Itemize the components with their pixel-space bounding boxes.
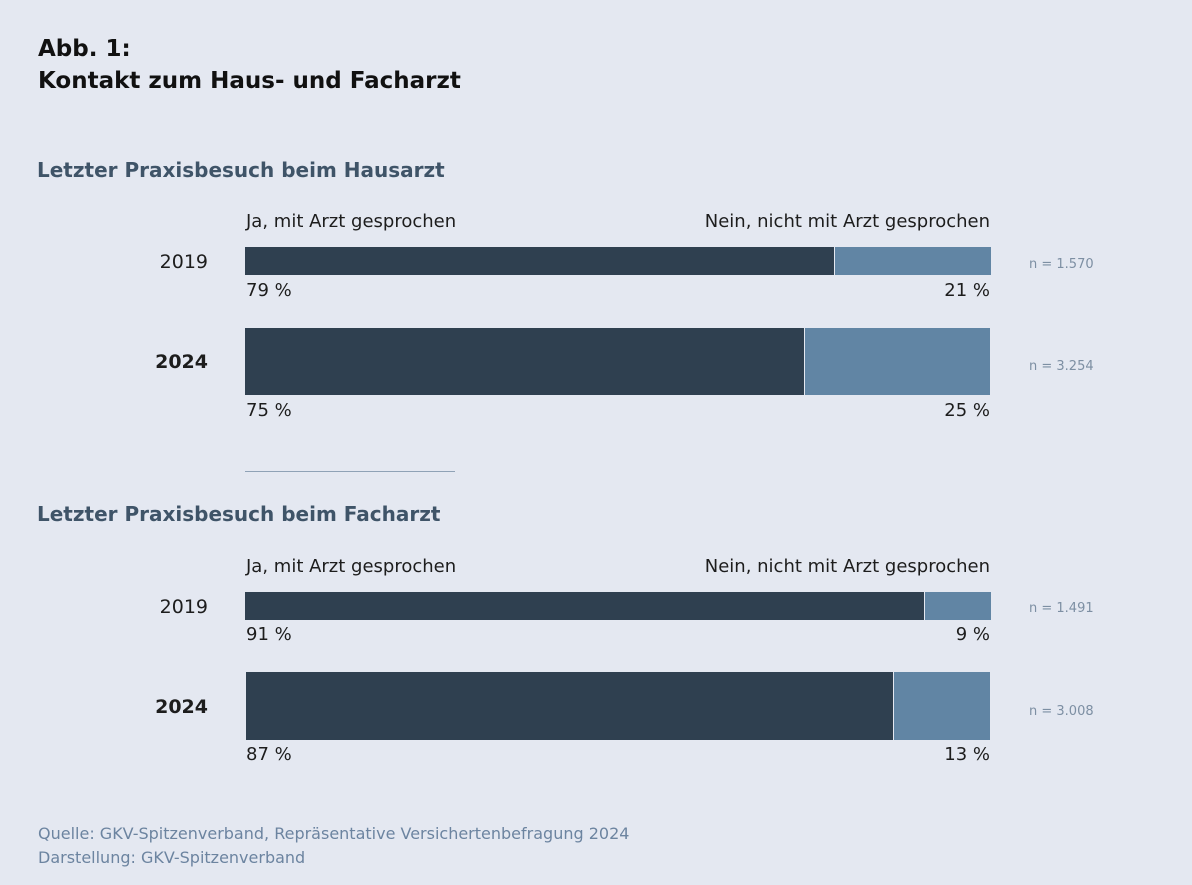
legend-nein-hausarzt: Nein, nicht mit Arzt gesprochen bbox=[704, 211, 990, 232]
bar-hausarzt-2024 bbox=[245, 328, 990, 395]
source-line: Quelle: GKV-Spitzenverband, Repräsentati… bbox=[38, 824, 630, 843]
pct-ja-hausarzt-2024: 75 % bbox=[246, 400, 292, 421]
pct-ja-hausarzt-2019: 79 % bbox=[246, 280, 292, 301]
bar-segment-nein-facharzt-2019 bbox=[923, 592, 991, 620]
pct-ja-facharzt-2024: 87 % bbox=[246, 744, 292, 765]
pct-nein-hausarzt-2024: 25 % bbox=[944, 400, 990, 421]
legend-ja-hausarzt: Ja, mit Arzt gesprochen bbox=[246, 211, 457, 232]
year-label-facharzt-2019: 2019 bbox=[159, 596, 208, 618]
section-title-facharzt: Letzter Praxisbesuch beim Facharzt bbox=[37, 502, 441, 526]
n-label-facharzt-2024: n = 3.008 bbox=[1029, 704, 1094, 719]
bar-segment-nein-facharzt-2024 bbox=[893, 672, 990, 740]
n-label-facharzt-2019: n = 1.491 bbox=[1029, 601, 1094, 616]
section-divider bbox=[245, 471, 455, 472]
bar-segment-ja-facharzt-2024 bbox=[246, 672, 894, 740]
pct-nein-hausarzt-2019: 21 % bbox=[944, 280, 990, 301]
year-label-hausarzt-2019: 2019 bbox=[159, 251, 208, 273]
bar-segment-nein-hausarzt-2019 bbox=[834, 247, 991, 275]
legend-nein-facharzt: Nein, nicht mit Arzt gesprochen bbox=[704, 556, 990, 577]
pct-ja-facharzt-2019: 91 % bbox=[246, 624, 292, 645]
bar-facharzt-2024 bbox=[246, 672, 990, 740]
year-label-facharzt-2024: 2024 bbox=[155, 696, 208, 718]
bar-segment-ja-hausarzt-2019 bbox=[245, 247, 835, 275]
bar-hausarzt-2019 bbox=[245, 247, 991, 275]
year-label-hausarzt-2024: 2024 bbox=[155, 351, 208, 373]
bar-segment-ja-hausarzt-2024 bbox=[245, 328, 804, 395]
n-label-hausarzt-2019: n = 1.570 bbox=[1029, 257, 1094, 272]
figure-title: Abb. 1: Kontakt zum Haus- und Facharzt bbox=[38, 33, 461, 97]
bar-facharzt-2019 bbox=[245, 592, 991, 620]
n-label-hausarzt-2024: n = 3.254 bbox=[1029, 359, 1094, 374]
bar-segment-ja-facharzt-2019 bbox=[245, 592, 924, 620]
section-title-hausarzt: Letzter Praxisbesuch beim Hausarzt bbox=[37, 158, 445, 182]
figure-number: Abb. 1: bbox=[38, 36, 131, 62]
figure-heading: Kontakt zum Haus- und Facharzt bbox=[38, 68, 461, 94]
bar-segment-nein-hausarzt-2024 bbox=[803, 328, 990, 395]
credit-line: Darstellung: GKV-Spitzenverband bbox=[38, 848, 306, 867]
legend-ja-facharzt: Ja, mit Arzt gesprochen bbox=[246, 556, 457, 577]
pct-nein-facharzt-2019: 9 % bbox=[955, 624, 990, 645]
pct-nein-facharzt-2024: 13 % bbox=[944, 744, 990, 765]
